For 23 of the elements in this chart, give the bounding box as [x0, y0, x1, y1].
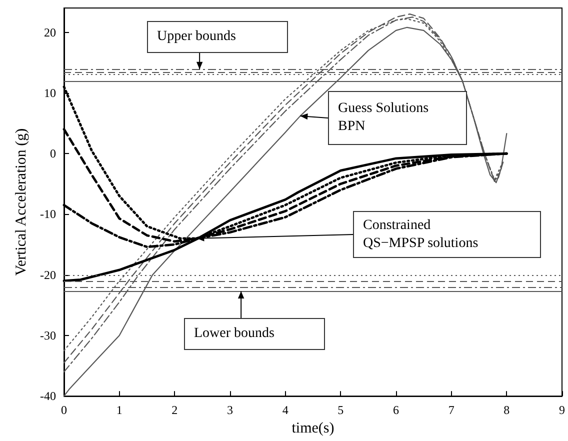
y-tick-label: -40 [40, 389, 56, 404]
x-tick-label: 3 [227, 403, 233, 418]
note-box: Upper bounds [147, 21, 288, 53]
y-tick-label: -20 [40, 268, 56, 282]
x-tick-label: 2 [172, 403, 178, 418]
x-tick-label: 6 [393, 403, 399, 418]
x-tick-label: 4 [282, 403, 288, 418]
x-tick-label: 0 [61, 403, 67, 418]
x-axis-title: time(s) [292, 420, 334, 436]
note-box: Constrained QS−MPSP solutions [353, 211, 541, 258]
x-tick-label: 5 [338, 403, 344, 418]
x-tick-label: 8 [504, 403, 510, 418]
y-tick-label: 0 [50, 146, 56, 161]
y-tick-label: 20 [44, 25, 56, 40]
x-tick-label: 9 [559, 403, 565, 418]
y-tick-label: -30 [40, 328, 56, 342]
y-axis-title: Vertical Acceleration (g) [14, 128, 30, 276]
y-tick-label: -10 [40, 207, 56, 222]
x-tick-label: 1 [116, 403, 122, 418]
x-tick-label: 7 [448, 403, 454, 418]
note-box: Guess Solutions BPN [328, 91, 467, 145]
note-box: Lower bounds [184, 318, 325, 350]
y-tick-label: 10 [44, 86, 56, 100]
